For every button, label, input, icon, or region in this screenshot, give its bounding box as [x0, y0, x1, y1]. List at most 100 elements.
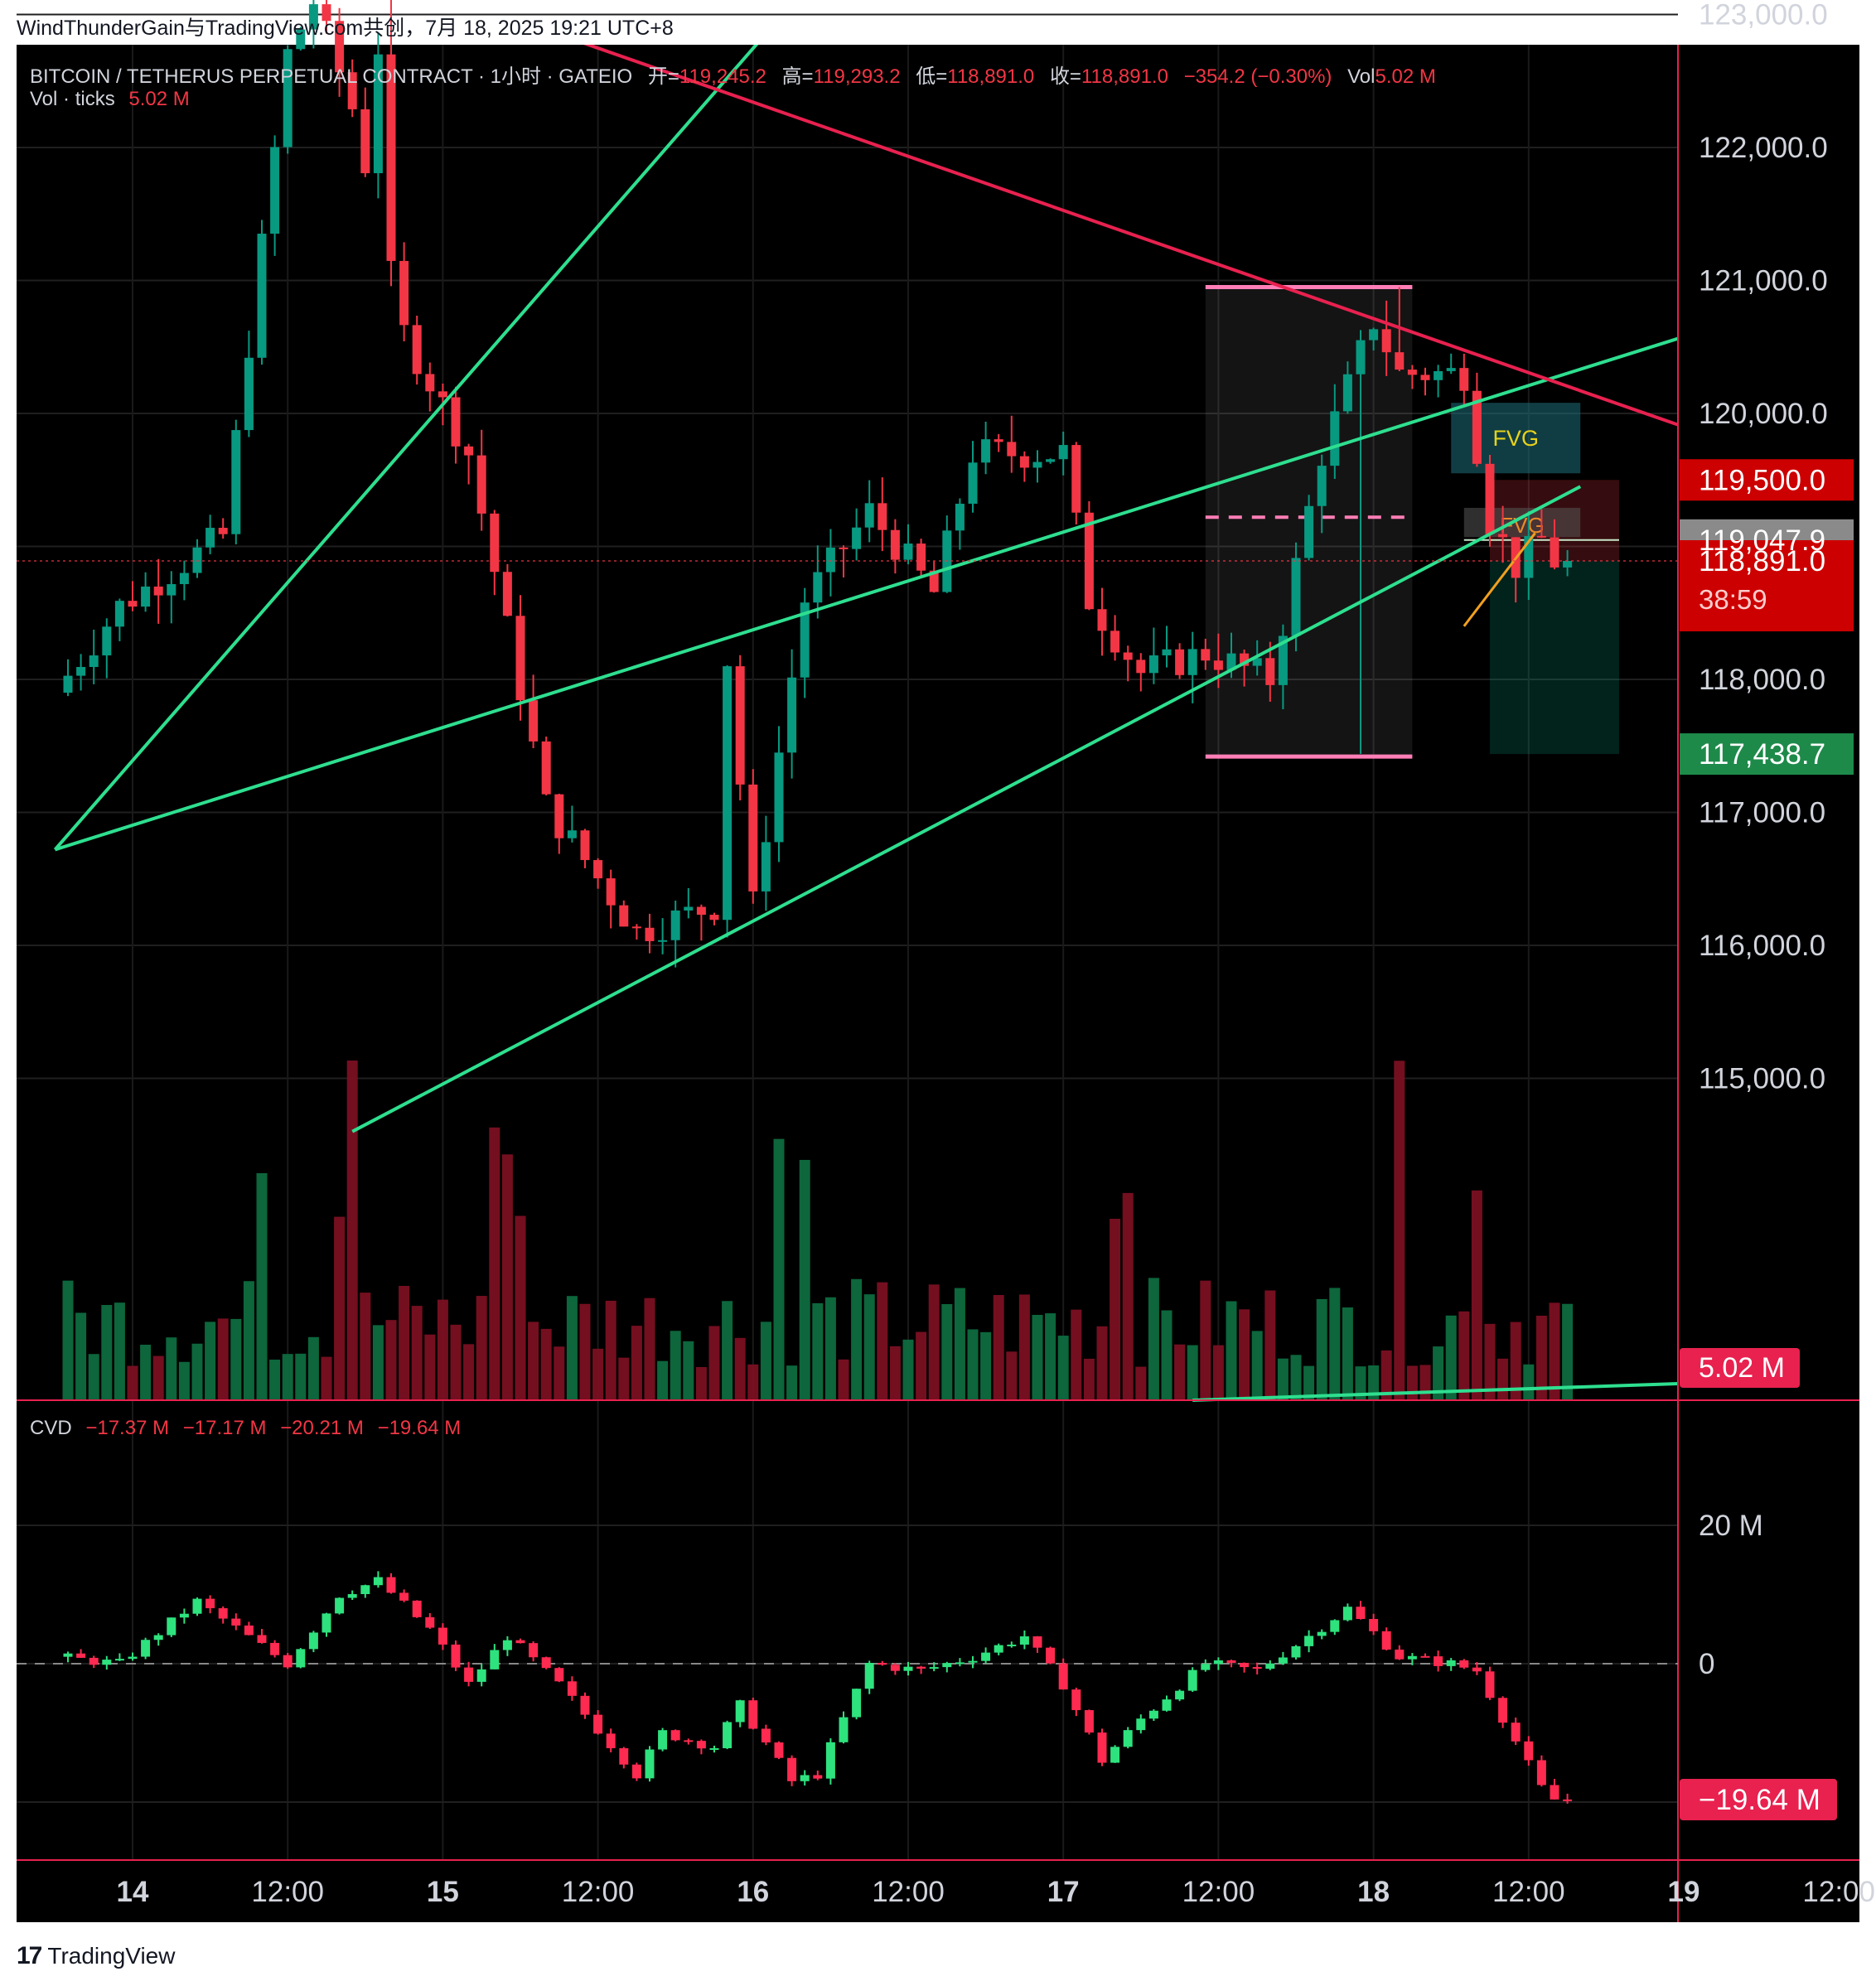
candle: [1420, 367, 1430, 396]
volume-bar: [1303, 1365, 1315, 1400]
candle-body: [1356, 340, 1366, 374]
candle-body: [1187, 649, 1197, 675]
cvd-body: [335, 1597, 345, 1614]
candle-body: [270, 147, 280, 234]
volume-bar: [1368, 1365, 1380, 1400]
cvd-tick-label: 20 M: [1699, 1510, 1763, 1542]
volume-bar: [540, 1328, 552, 1400]
volume-bar: [1497, 1358, 1509, 1400]
candle: [1265, 641, 1275, 702]
cvd-body: [1524, 1741, 1534, 1761]
candle: [619, 900, 629, 927]
volume-bar: [1161, 1310, 1172, 1400]
volume-bar: [1071, 1309, 1082, 1400]
candle: [1485, 455, 1495, 547]
candle-body: [554, 794, 564, 838]
cvd-candle: [994, 1643, 1003, 1655]
cvd-body: [1007, 1644, 1017, 1646]
price-tick-label: 117,000.0: [1699, 797, 1825, 829]
cvd-body: [360, 1585, 370, 1595]
cvd-body: [1342, 1607, 1352, 1621]
volume-bar: [62, 1280, 74, 1400]
cvd-candle: [1058, 1658, 1068, 1690]
fvg-lower-box: [1463, 507, 1581, 538]
candle: [1058, 431, 1068, 476]
high-label: 高=: [781, 65, 814, 88]
candle-body: [580, 830, 590, 861]
cvd-candle: [1446, 1658, 1456, 1671]
volume-bar: [1433, 1346, 1444, 1400]
volume-bar: [851, 1278, 863, 1400]
candle: [283, 45, 293, 154]
price-tick-label: 115,000.0: [1699, 1063, 1825, 1095]
candle-body: [373, 54, 383, 174]
cvd-body: [994, 1645, 1003, 1653]
cvd-body: [554, 1668, 564, 1682]
cvd-candle: [1330, 1619, 1340, 1636]
cvd-body: [322, 1613, 331, 1633]
cvd-candle: [839, 1711, 849, 1744]
volume-bar: [1212, 1345, 1224, 1400]
candle-body: [929, 570, 939, 592]
candle: [541, 736, 551, 796]
candle-body: [1110, 631, 1120, 653]
cvd-candle: [1187, 1667, 1197, 1692]
candle-body: [1097, 609, 1107, 631]
cvd-body: [515, 1640, 525, 1644]
candle: [1459, 353, 1469, 404]
volume-bar: [980, 1331, 992, 1400]
volume-bar: [1290, 1355, 1302, 1400]
candle-body: [878, 503, 887, 530]
candle: [554, 793, 564, 854]
cvd-candle: [308, 1631, 318, 1653]
price-badge-label: 119,047.9: [1699, 524, 1825, 557]
cvd-candle: [490, 1644, 500, 1669]
cvd-body: [1175, 1690, 1185, 1700]
volume-bar: [1394, 1061, 1405, 1400]
volume-bar: [592, 1348, 604, 1400]
cvd-body: [347, 1594, 357, 1598]
cvd-candle: [631, 1762, 641, 1781]
cvd-candle: [684, 1738, 694, 1745]
cvd-body: [1240, 1662, 1250, 1668]
candle: [631, 924, 641, 940]
cvd-candle: [476, 1664, 486, 1687]
cvd-candles: [63, 1571, 1573, 1804]
cvd-body: [696, 1741, 706, 1749]
cvd-candle: [1536, 1755, 1546, 1787]
volume-bar: [1083, 1358, 1095, 1400]
cvd-legend: CVD −17.37 M −17.17 M −20.21 M −19.64 M: [30, 1417, 461, 1440]
candle-body: [218, 528, 228, 534]
cvd-body: [438, 1627, 447, 1645]
candle-body: [451, 397, 461, 447]
open-value: 119,245.2: [679, 65, 766, 88]
candle-body: [296, 29, 306, 50]
candle: [1148, 627, 1158, 684]
cvd-body: [76, 1653, 86, 1658]
volume-bar: [515, 1215, 526, 1400]
cvd-candle: [787, 1755, 797, 1786]
candle: [1097, 587, 1107, 656]
candle-body: [1071, 445, 1081, 513]
candle-body: [464, 446, 474, 456]
cvd-candle: [360, 1584, 370, 1598]
candle-body: [76, 667, 86, 676]
price-badge: [1680, 733, 1854, 776]
cvd-candle: [373, 1571, 383, 1588]
time-axis-label: 12:00: [872, 1876, 945, 1908]
candle: [1240, 649, 1250, 687]
candle-body: [1459, 368, 1469, 391]
candle: [748, 769, 758, 904]
cvd-candle: [283, 1652, 293, 1669]
cvd-candle: [1485, 1666, 1495, 1700]
descending-trendline: [583, 45, 1678, 427]
cvd-body: [631, 1764, 641, 1779]
cvd-body: [1485, 1671, 1495, 1698]
cvd-body: [864, 1663, 874, 1689]
candle: [1032, 450, 1042, 483]
cvd-body: [878, 1663, 887, 1665]
symbol-name: BITCOIN / TETHERUS PERPETUAL CONTRACT · …: [30, 65, 633, 88]
cvd-candle: [1317, 1629, 1327, 1640]
volume-bar: [1110, 1219, 1121, 1400]
